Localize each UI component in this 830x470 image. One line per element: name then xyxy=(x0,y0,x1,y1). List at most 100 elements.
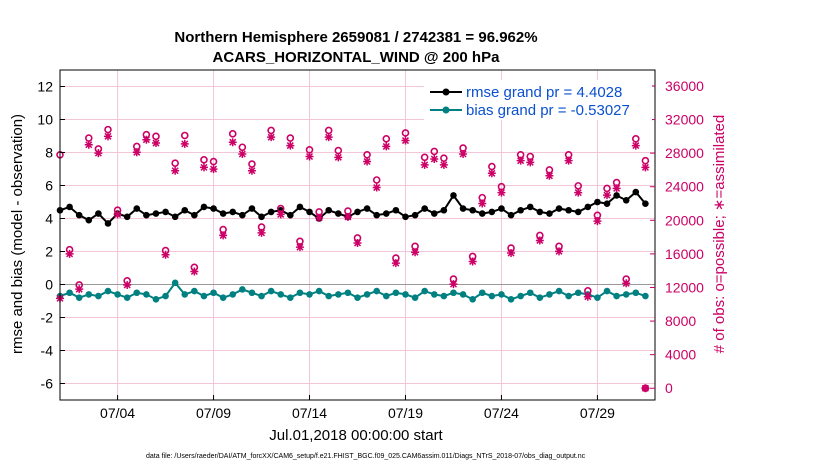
series-3-point-45 xyxy=(487,169,496,178)
series-3-point-57 xyxy=(603,191,612,200)
series-0-point-50 xyxy=(536,208,544,216)
series-2-point-20 xyxy=(248,160,256,168)
legend-rmse-label: rmse grand pr = 4.4028 xyxy=(466,84,622,101)
series-0-point-56 xyxy=(594,198,601,206)
series-3-point-16 xyxy=(209,165,218,174)
series-1-point-7 xyxy=(123,294,131,302)
series-1 xyxy=(56,279,649,303)
series-1-point-36 xyxy=(402,291,409,298)
series-0-point-29 xyxy=(335,210,342,217)
series-1-point-50 xyxy=(536,294,544,302)
series-3-point-29 xyxy=(334,153,343,162)
series-0-point-38 xyxy=(421,205,428,212)
series-3-point-34 xyxy=(382,142,391,151)
series-1-point-10 xyxy=(152,296,160,303)
series-1-point-20 xyxy=(248,289,256,297)
series-1-point-34 xyxy=(382,292,390,300)
chart-title-line1: Northern Hemisphere 2659081 / 2742381 = … xyxy=(174,29,537,46)
series-0-point-10 xyxy=(152,210,160,217)
y-left-tick-label-7: -2 xyxy=(41,310,54,326)
series-3-point-2 xyxy=(75,285,84,294)
series-3-point-1 xyxy=(65,249,74,258)
legend-bias-marker xyxy=(442,106,450,114)
series-1-point-6 xyxy=(114,291,121,298)
series-0-point-32 xyxy=(363,205,371,212)
series-0-point-7 xyxy=(123,213,131,221)
series-2-point-40 xyxy=(440,154,448,162)
series-1-point-61 xyxy=(642,292,649,300)
series-1-point-27 xyxy=(315,287,323,295)
series-2-point-13 xyxy=(180,131,189,140)
series-3-point-14 xyxy=(190,267,199,276)
y-left-tick-label-4: 4 xyxy=(45,211,53,227)
series-2-point-36 xyxy=(401,129,410,137)
series-layer xyxy=(56,125,650,393)
series-0-point-11 xyxy=(162,208,169,216)
series-0-point-55 xyxy=(584,203,592,211)
data-file-footer: data file: /Users/raeder/DAI/ATM_forcXX/… xyxy=(146,453,586,460)
series-3-point-53 xyxy=(564,156,573,165)
series-3-point-30 xyxy=(343,212,352,221)
series-0-point-35 xyxy=(392,206,400,214)
series-3-point-38 xyxy=(420,160,429,169)
x-tick-label-3: 07/19 xyxy=(388,405,423,421)
series-1-point-54 xyxy=(574,289,582,297)
series-3-point-25 xyxy=(295,243,304,252)
series-2-point-38 xyxy=(420,153,429,162)
series-1-point-11 xyxy=(162,292,169,300)
series-1-point-16 xyxy=(210,289,217,297)
y-left-tick-label-5: 2 xyxy=(45,244,53,260)
series-0-point-22 xyxy=(267,208,275,216)
series-3-point-32 xyxy=(363,157,372,166)
series-0-point-41 xyxy=(450,192,457,199)
x-tick-label-2: 07/14 xyxy=(292,405,327,421)
series-0-point-18 xyxy=(229,208,237,216)
series-1-point-25 xyxy=(296,289,304,297)
series-3-point-5 xyxy=(103,132,112,141)
series-2-point-5 xyxy=(104,125,112,134)
series-3-point-58 xyxy=(612,184,621,193)
series-3-point-19 xyxy=(238,149,247,158)
series-0-point-26 xyxy=(306,208,313,216)
series-0 xyxy=(56,188,649,227)
series-1-point-49 xyxy=(526,289,534,297)
series-3-point-17 xyxy=(219,231,228,240)
series-0-point-15 xyxy=(200,203,208,211)
series-0-point-58 xyxy=(613,192,620,199)
y-right-tick-label-6: 12000 xyxy=(665,279,704,295)
series-1-point-58 xyxy=(613,292,620,300)
series-0-point-31 xyxy=(354,208,361,216)
series-3-point-52 xyxy=(555,247,564,256)
series-1-point-12 xyxy=(171,279,179,287)
series-0-point-24 xyxy=(287,211,294,219)
series-1-point-60 xyxy=(632,289,640,297)
series-2-point-12 xyxy=(171,159,179,168)
series-0-point-19 xyxy=(239,211,246,219)
series-3-point-35 xyxy=(391,259,400,268)
series-0-point-42 xyxy=(459,205,467,212)
series-1-point-56 xyxy=(594,294,601,302)
series-3-point-28 xyxy=(324,133,333,142)
series-3-point-20 xyxy=(247,166,256,175)
series-2-point-19 xyxy=(238,143,247,152)
y-right-tick-label-2: 28000 xyxy=(665,145,704,161)
series-2-point-34 xyxy=(382,135,391,143)
series-3-point-48 xyxy=(516,156,525,165)
series-3-point-9 xyxy=(142,135,151,144)
plot-frame xyxy=(59,69,656,401)
series-2-point-39 xyxy=(430,147,439,156)
series-2-point-60 xyxy=(632,135,640,143)
y-left-tick-label-0: 12 xyxy=(37,79,53,95)
series-1-point-24 xyxy=(287,294,294,302)
series-1-point-22 xyxy=(267,287,275,295)
x-tick-label-1: 07/09 xyxy=(196,405,231,421)
series-0-point-16 xyxy=(210,205,217,212)
series-3-point-39 xyxy=(430,155,439,164)
series-1-point-31 xyxy=(354,294,361,302)
series-0-point-43 xyxy=(469,206,476,214)
series-1-point-28 xyxy=(325,292,333,300)
series-3-point-36 xyxy=(401,136,410,145)
series-3-point-59 xyxy=(622,279,631,288)
series-0-point-60 xyxy=(632,188,640,196)
series-3-point-18 xyxy=(228,138,237,147)
